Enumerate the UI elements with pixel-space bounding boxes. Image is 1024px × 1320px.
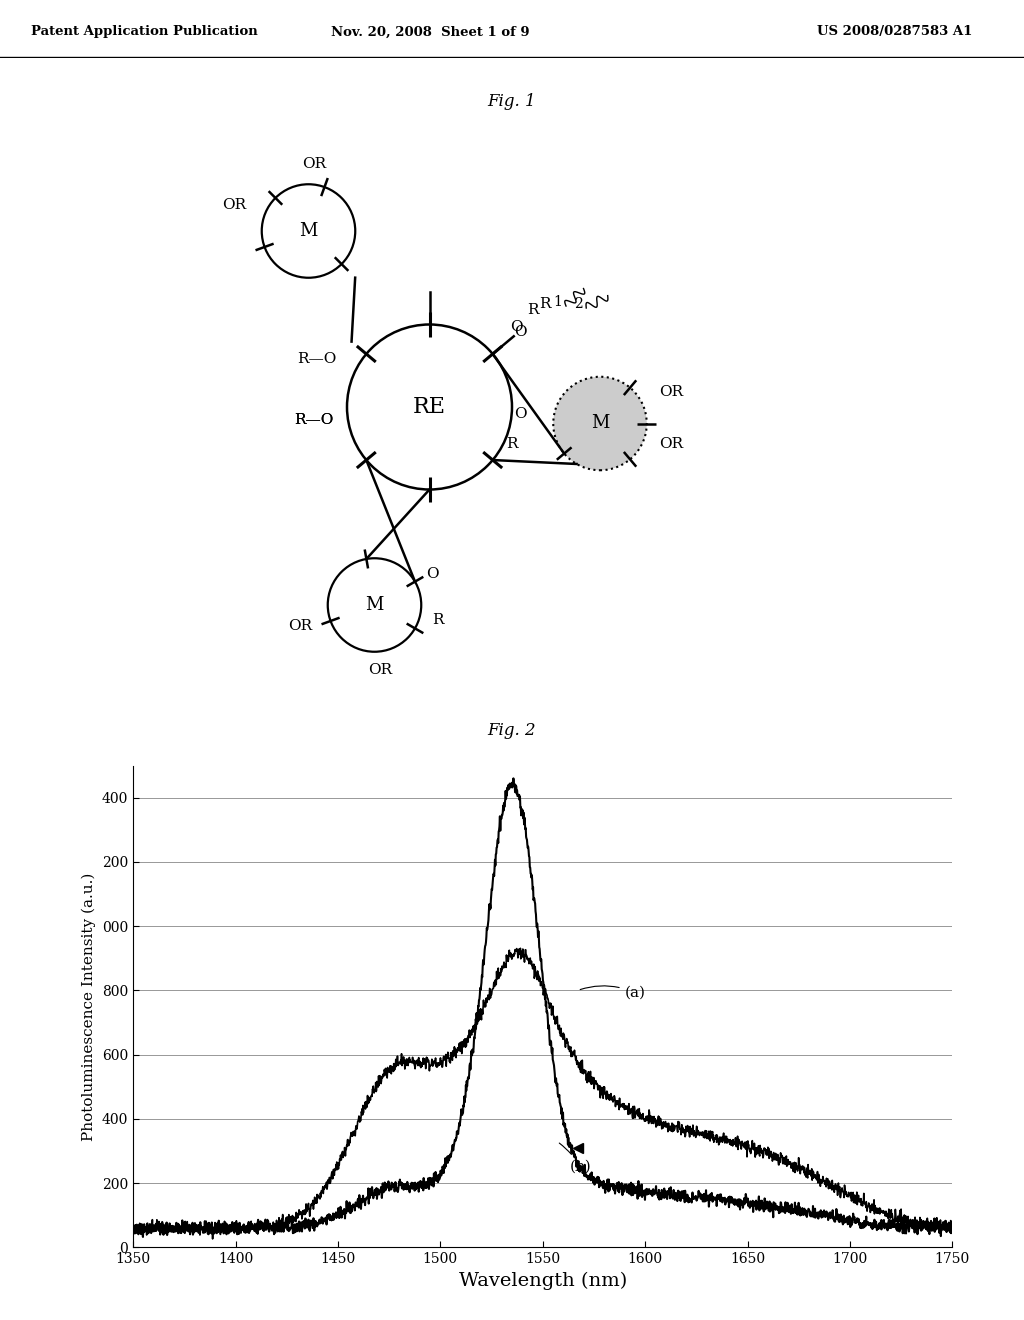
Text: Nov. 20, 2008  Sheet 1 of 9: Nov. 20, 2008 Sheet 1 of 9 — [331, 25, 529, 38]
Text: Fig. 1: Fig. 1 — [487, 94, 537, 111]
Text: O: O — [426, 566, 438, 581]
Text: Fig. 2: Fig. 2 — [487, 722, 537, 739]
Text: 2: 2 — [573, 297, 583, 312]
Circle shape — [553, 376, 647, 470]
Text: OR: OR — [302, 157, 326, 170]
X-axis label: Wavelength (nm): Wavelength (nm) — [459, 1271, 627, 1290]
Text: OR: OR — [368, 663, 392, 677]
Text: Patent Application Publication: Patent Application Publication — [31, 25, 257, 38]
Text: OR: OR — [222, 198, 247, 213]
Text: M: M — [299, 222, 317, 240]
Text: R—O: R—O — [297, 352, 337, 366]
Text: 1: 1 — [553, 296, 562, 309]
Text: (b): (b) — [559, 1143, 591, 1173]
Text: OR: OR — [288, 619, 312, 632]
Text: O: O — [514, 325, 526, 338]
Text: R—O: R—O — [294, 412, 334, 426]
Y-axis label: Photoluminescence Intensity (a.u.): Photoluminescence Intensity (a.u.) — [82, 873, 96, 1140]
Text: OR: OR — [659, 437, 684, 451]
Text: R: R — [432, 614, 443, 627]
Text: M: M — [366, 597, 384, 614]
Text: O: O — [510, 319, 523, 334]
Text: OR: OR — [659, 385, 684, 399]
Text: R—O: R—O — [294, 412, 334, 426]
Text: R: R — [540, 297, 551, 312]
Text: O: O — [514, 407, 526, 421]
Text: (a): (a) — [581, 986, 646, 999]
Text: M: M — [591, 414, 609, 433]
Text: US 2008/0287583 A1: US 2008/0287583 A1 — [817, 25, 973, 38]
Text: R: R — [527, 304, 539, 317]
Text: RE: RE — [413, 396, 446, 418]
Text: R: R — [506, 437, 518, 451]
